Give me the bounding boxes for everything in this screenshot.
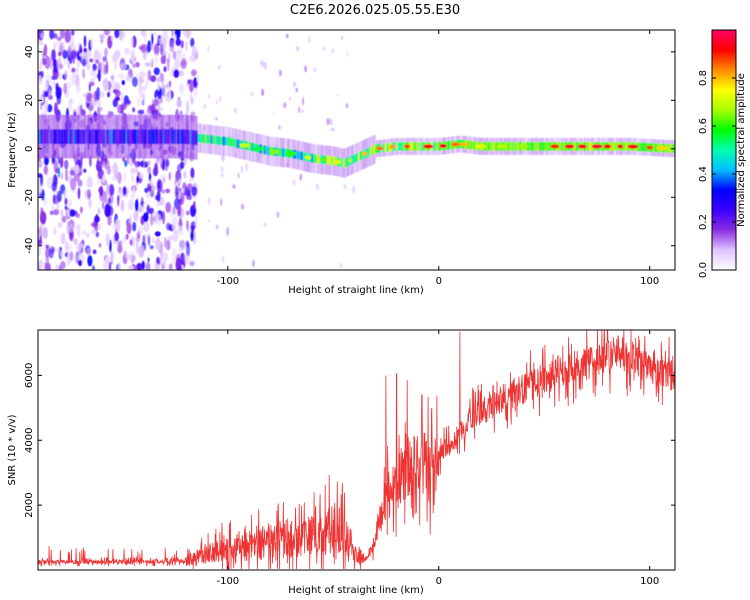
spectrogram-y-ticks: -40 -20 0 20 40 (24, 45, 675, 254)
colorbar-label: Normalized spectral amplitude (736, 73, 747, 227)
colorbar-tick-label: 0.2 (698, 214, 709, 230)
colorbar-ticks: 0.0 0.2 0.4 0.6 0.8 (698, 70, 736, 278)
colorbar: 0.0 0.2 0.4 0.6 0.8 Normalized spectral ampl… (698, 29, 747, 278)
spectrogram-x-tick-label: 100 (640, 276, 659, 287)
spectrogram-y-tick-label: 0 (24, 146, 35, 152)
snr-panel: -100 0 100 2000 4000 6000 Height of straight… (7, 329, 676, 596)
snr-y-label: SNR (10 * v/v) (7, 414, 18, 485)
spectrogram-x-label: Height of straight line (km) (288, 285, 424, 296)
snr-y-tick-label: 6000 (24, 363, 35, 388)
spectrogram-y-tick-label: -20 (24, 189, 35, 205)
colorbar-gradient (712, 30, 736, 270)
snr-x-tick-label: 0 (436, 576, 442, 587)
spectrogram-y-tick-label: 40 (24, 45, 35, 58)
spectrogram-y-tick-label: 20 (24, 94, 35, 107)
snr-x-label: Height of straight line (km) (288, 585, 424, 596)
spectrogram-frame (37, 29, 676, 271)
spectrogram-x-tick-label: 0 (436, 276, 442, 287)
snr-plot (38, 330, 675, 570)
spectrogram-y-label: Frequency (Hz) (7, 112, 18, 188)
spectrogram-panel: -100 0 100 -40 -20 0 20 40 Height of straight … (7, 29, 676, 296)
snr-x-tick-label: 100 (640, 576, 659, 587)
spectrogram-x-ticks: -100 0 100 (216, 30, 659, 287)
colorbar-tick-label: 0.6 (698, 118, 709, 134)
colorbar-frame (711, 29, 737, 271)
spectrogram-plot (38, 30, 675, 270)
chart-title: C2E6.2026.025.05.55.E30 (290, 3, 460, 18)
colorbar-tick-label: 0.0 (698, 262, 709, 278)
snr-frame (37, 329, 676, 571)
snr-y-ticks: 2000 4000 6000 (24, 363, 675, 518)
snr-y-tick-label: 4000 (24, 428, 35, 453)
colorbar-tick-label: 0.8 (698, 70, 709, 86)
snr-series-line (38, 330, 675, 570)
snr-y-tick-label: 2000 (24, 492, 35, 517)
spectrogram-x-tick-label: -100 (216, 276, 239, 287)
colorbar-tick-label: 0.4 (698, 166, 709, 182)
snr-x-tick-label: -100 (216, 576, 239, 587)
snr-x-ticks: -100 0 100 (216, 330, 659, 587)
spectrogram-y-tick-label: -40 (24, 238, 35, 254)
